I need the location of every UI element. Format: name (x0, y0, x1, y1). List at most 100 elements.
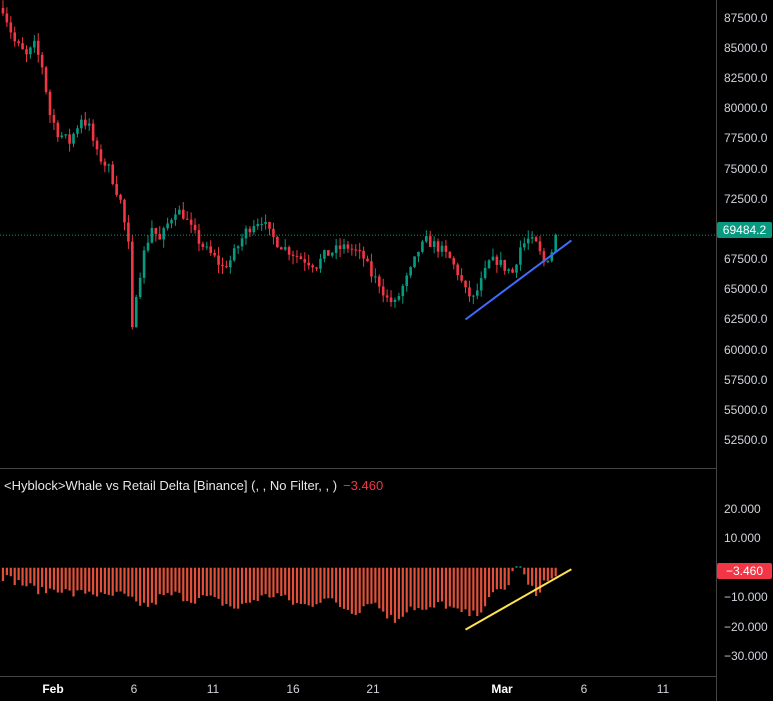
price-tick-label: 65000.0 (724, 282, 768, 297)
candle-body (197, 230, 201, 244)
candle-body (111, 164, 115, 185)
candle-body (507, 269, 510, 271)
candle-body (319, 258, 322, 269)
candle-body (358, 250, 361, 252)
indicator-name: <Hyblock>Whale vs Retail Delta [Binance]… (4, 478, 338, 493)
candle-body (499, 259, 503, 265)
candle-body (330, 252, 334, 256)
candle-body (91, 123, 95, 141)
time-tick-label: 11 (656, 682, 670, 696)
price-tick-label: 72500.0 (724, 191, 768, 206)
candle-body (530, 237, 534, 239)
candle-body (217, 255, 220, 265)
histogram-bar (378, 567, 381, 609)
histogram-bar (193, 567, 197, 604)
histogram-bar (389, 567, 393, 615)
histogram-bar (468, 567, 471, 617)
histogram-bar (56, 567, 59, 593)
candle-body (131, 241, 134, 328)
candle-body (307, 262, 311, 266)
histogram-bar (80, 567, 83, 591)
histogram-bar (401, 567, 404, 617)
histogram-bar (174, 567, 177, 592)
time-tick-label: 6 (130, 682, 138, 696)
candle-body (311, 265, 314, 268)
candle-body (115, 184, 118, 195)
histogram-bar (417, 567, 420, 609)
candle-body (213, 252, 216, 256)
candle-body (405, 275, 409, 286)
candle-body (72, 133, 75, 144)
candle-body (64, 134, 67, 136)
candle-body (464, 280, 467, 288)
histogram-bar (421, 567, 424, 610)
histogram-bar (25, 567, 28, 587)
histogram-bar (264, 567, 267, 595)
time-tick-label: 16 (286, 682, 300, 696)
candle-body (483, 267, 487, 279)
candle-body (44, 67, 48, 92)
histogram-bar (142, 567, 146, 603)
candle-body (9, 22, 13, 33)
indicator-legend[interactable]: <Hyblock>Whale vs Retail Delta [Binance]… (4, 478, 383, 493)
candle-body (283, 247, 287, 250)
histogram-bar (546, 567, 549, 581)
candle-body (448, 251, 452, 259)
time-tick-label: Mar (491, 682, 513, 696)
candle-body (29, 47, 32, 55)
histogram-bar (33, 567, 36, 586)
histogram-bar (272, 567, 275, 598)
histogram-bar (436, 567, 440, 603)
histogram-bar (284, 567, 287, 595)
candle-body (444, 245, 448, 252)
candle-body (534, 237, 538, 242)
candle-body (472, 295, 475, 297)
candle-body (428, 236, 432, 247)
histogram-bar (554, 567, 557, 577)
grid-lines (0, 0, 717, 701)
candle-body (366, 258, 369, 262)
candle-body (268, 222, 271, 229)
histogram-bar (237, 567, 240, 609)
indicator-tick-label: 10.000 (724, 531, 761, 546)
histogram-bar (452, 567, 455, 608)
candle-body (232, 248, 236, 261)
candle-body (248, 228, 252, 233)
histogram-bar (166, 567, 169, 593)
histogram-bar (115, 567, 118, 592)
histogram-bar (48, 567, 52, 589)
candle-body (123, 199, 126, 223)
candle-body (80, 119, 83, 129)
histogram-bar (342, 567, 346, 609)
histogram-bar (531, 567, 534, 586)
histogram-bar (256, 567, 259, 601)
histogram-bar (433, 567, 436, 608)
candle-body (158, 233, 162, 240)
histogram-bar (17, 567, 20, 581)
histogram-bar (523, 567, 526, 575)
candle-body (150, 227, 154, 243)
histogram-bar (240, 567, 244, 604)
histogram-bar (405, 567, 408, 613)
histogram-bar (323, 567, 326, 599)
histogram-bar (217, 567, 220, 599)
histogram-bar (444, 567, 448, 609)
histogram-bar (440, 567, 444, 602)
histogram-bar (448, 567, 451, 607)
histogram-bar (311, 567, 314, 607)
candle-body (315, 267, 318, 269)
histogram-bar (397, 567, 400, 619)
histogram-bar (127, 567, 130, 597)
candle-body (425, 236, 428, 242)
price-tick-label: 77500.0 (724, 131, 768, 146)
histogram-bar (131, 567, 134, 597)
histogram-bar (491, 567, 495, 593)
candle-body (83, 119, 87, 126)
histogram-bar (276, 567, 279, 594)
candle-body (25, 49, 28, 55)
histogram-bar (178, 567, 181, 593)
candle-body (479, 278, 483, 291)
histogram-bar (382, 567, 385, 612)
histogram-bar (464, 567, 467, 610)
